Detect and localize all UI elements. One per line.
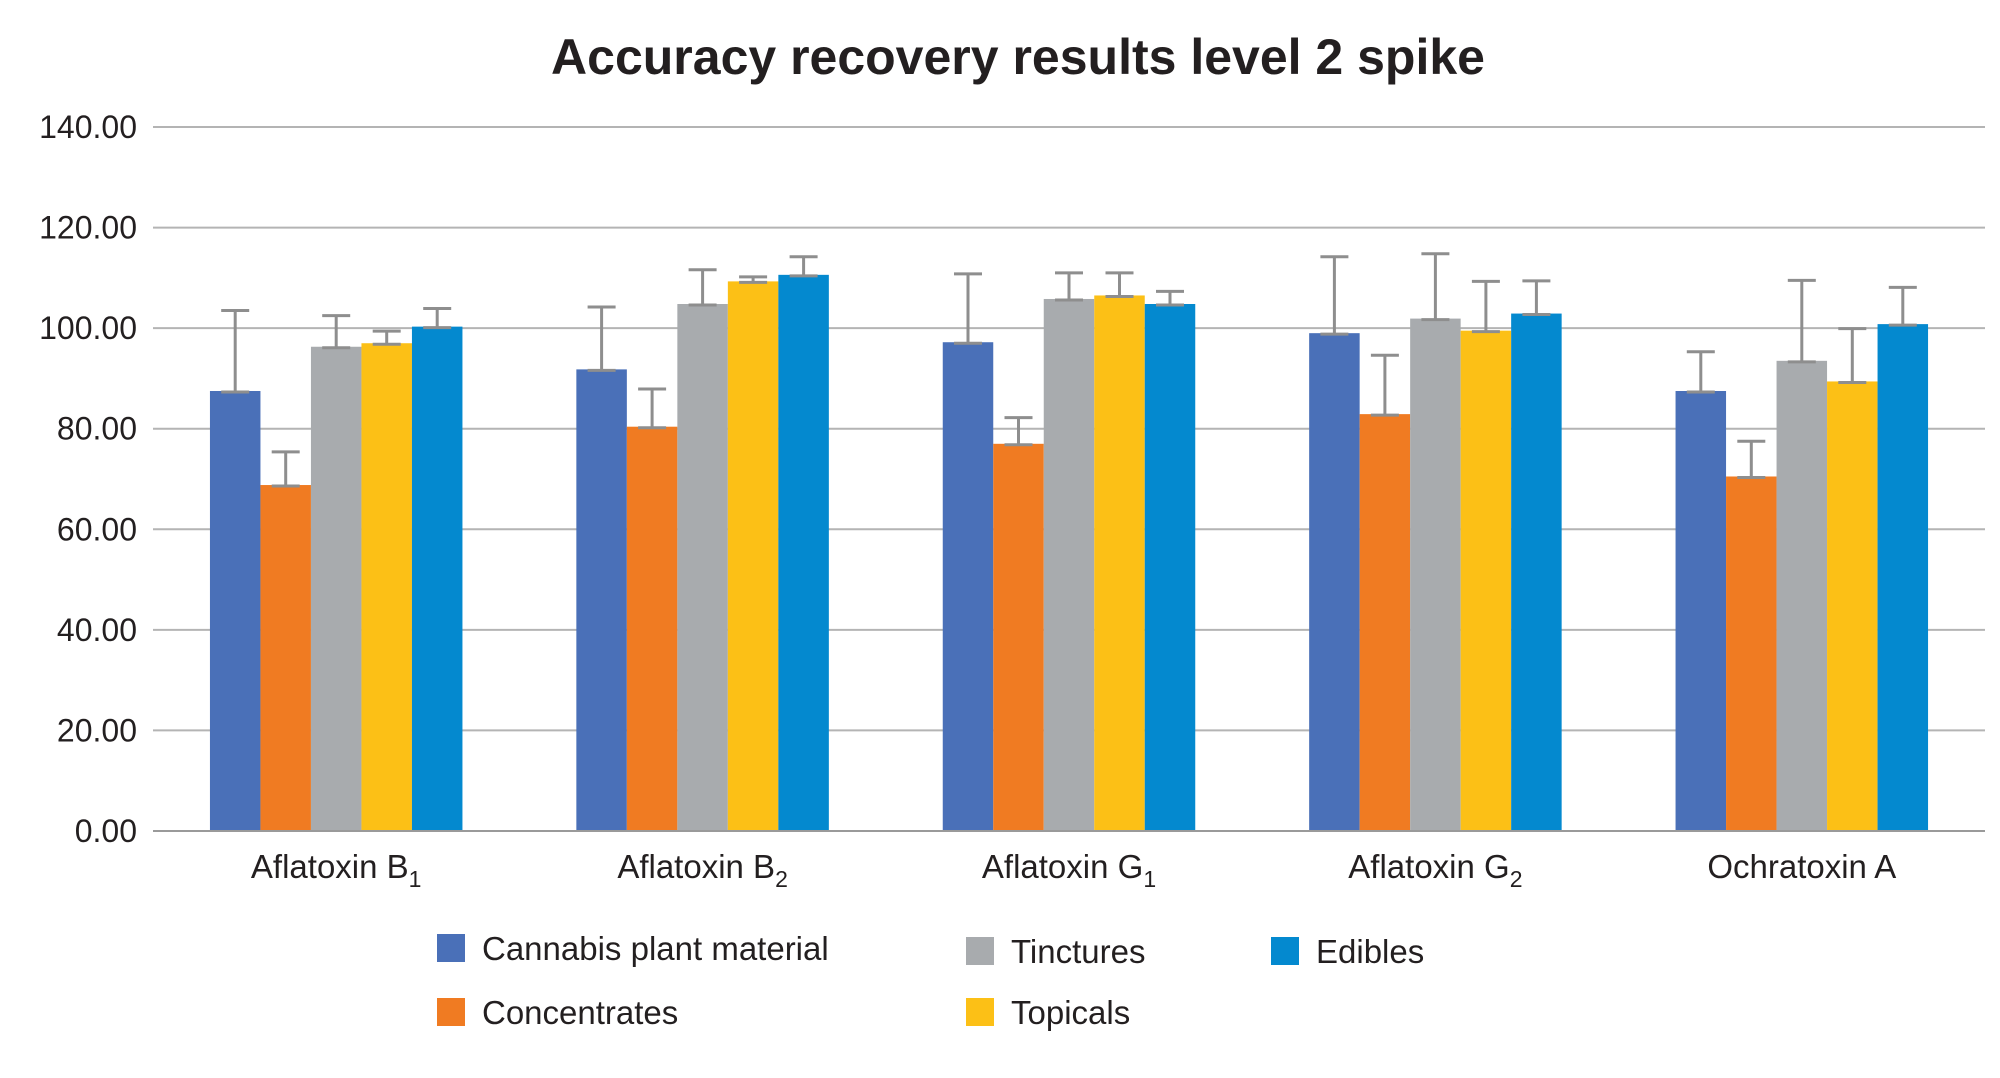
bar — [993, 443, 1044, 831]
bar — [1726, 476, 1777, 831]
legend-swatch — [966, 998, 994, 1026]
bar — [576, 369, 627, 831]
x-tick-label: Ochratoxin A — [1707, 848, 1896, 885]
x-tick-label-subscript: 1 — [1143, 866, 1156, 892]
error-bars — [221, 252, 1917, 488]
bar — [411, 326, 463, 831]
x-tick-label: Aflatoxin B2 — [617, 848, 788, 892]
x-tick-label-subscript: 1 — [409, 866, 422, 892]
bar — [677, 304, 728, 831]
category-labels: Aflatoxin B1 Aflatoxin B2 Aflatoxin G1 Afla… — [251, 848, 1896, 892]
legend-item: Edibles — [1271, 933, 1424, 970]
bar — [1675, 391, 1727, 831]
x-tick-label: Aflatoxin G1 — [982, 848, 1156, 892]
y-tick-label: 20.00 — [57, 712, 137, 748]
bar — [778, 274, 829, 832]
x-tick-label-text: Ochratoxin A — [1707, 848, 1896, 885]
legend-label: Cannabis plant material — [482, 930, 829, 967]
legend-item: Topicals — [966, 994, 1130, 1031]
legend-item: Tinctures — [966, 933, 1145, 970]
legend-swatch — [1271, 937, 1299, 965]
x-tick-label-text: Aflatoxin B — [617, 848, 775, 885]
bar — [361, 343, 412, 831]
bar — [942, 342, 994, 831]
bar — [626, 426, 678, 831]
legend-label: Tinctures — [1011, 933, 1145, 970]
chart-title: Accuracy recovery results level 2 spike — [551, 29, 1485, 85]
y-tick-label: 40.00 — [57, 612, 137, 648]
x-tick-label-text: Aflatoxin B — [251, 848, 409, 885]
bar — [1460, 330, 1512, 831]
legend-item: Cannabis plant material — [437, 930, 829, 967]
x-tick-label: Aflatoxin G2 — [1348, 848, 1522, 892]
bar — [1144, 304, 1196, 831]
bar — [260, 485, 311, 831]
y-axis-ticks: 0.00 20.00 40.00 60.00 80.00 100.00 120.00 140.… — [39, 109, 137, 849]
legend-swatch — [966, 937, 994, 965]
bar — [1094, 295, 1145, 831]
legend: Cannabis plant material Concentrates Tinct… — [437, 930, 1424, 1031]
bar — [1309, 333, 1360, 831]
x-tick-label-text: Aflatoxin G — [1348, 848, 1509, 885]
legend-label: Topicals — [1011, 994, 1130, 1031]
bar — [1359, 414, 1411, 831]
legend-item: Concentrates — [437, 994, 678, 1031]
bar — [310, 346, 362, 831]
y-tick-label: 80.00 — [57, 411, 137, 447]
bar — [1877, 324, 1929, 831]
bar — [1410, 318, 1461, 831]
x-tick-label-subscript: 2 — [775, 866, 788, 892]
x-tick-label-text: Aflatoxin G — [982, 848, 1143, 885]
bar — [1511, 313, 1562, 831]
legend-swatch — [437, 998, 465, 1026]
legend-swatch — [437, 934, 465, 962]
bar — [727, 281, 779, 831]
legend-label: Concentrates — [482, 994, 678, 1031]
bar — [1776, 360, 1828, 831]
y-tick-label: 140.00 — [39, 109, 137, 145]
y-tick-label: 0.00 — [75, 813, 137, 849]
y-tick-label: 120.00 — [39, 210, 137, 246]
y-tick-label: 100.00 — [39, 310, 137, 346]
bars — [209, 274, 1929, 832]
x-tick-label-subscript: 2 — [1510, 866, 1523, 892]
bar — [1827, 381, 1878, 831]
y-tick-label: 60.00 — [57, 511, 137, 547]
legend-label: Edibles — [1316, 933, 1424, 970]
bar — [1043, 298, 1095, 831]
bar — [209, 391, 261, 831]
x-tick-label: Aflatoxin B1 — [251, 848, 422, 892]
